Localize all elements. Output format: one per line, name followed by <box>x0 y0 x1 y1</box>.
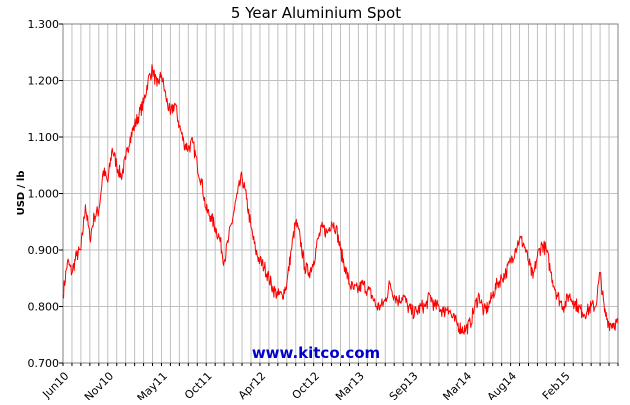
x-tick-label: Sep13 <box>387 369 421 400</box>
x-tick-label: Feb15 <box>540 369 573 400</box>
chart-title: 5 Year Aluminium Spot <box>231 4 401 22</box>
x-tick-label: Mar13 <box>333 369 367 400</box>
y-tick-label: 0.700 <box>28 357 60 370</box>
series-layer <box>62 64 619 335</box>
x-tick-label: Aug14 <box>485 369 519 400</box>
x-tick-label: Nov10 <box>82 369 116 400</box>
grid-lines <box>62 23 619 364</box>
y-axis: 0.700 0.800 0.900 1.000 1.100 1.200 1.300 <box>28 18 63 370</box>
x-tick-label: Oct11 <box>182 369 215 400</box>
y-tick-label: 1.200 <box>28 75 60 88</box>
watermark-text: www.kitco.com <box>252 344 380 362</box>
x-axis: Jun10 Nov10 May11 Oct11 Apr12 Oct12 Mar13 Sep13… <box>39 363 619 405</box>
y-tick-label: 1.100 <box>28 131 60 144</box>
x-tick-label: Apr12 <box>236 369 269 400</box>
x-tick-label: May11 <box>135 369 170 400</box>
x-tick-label: Mar14 <box>440 369 474 400</box>
x-tick-label: Jun10 <box>39 369 71 400</box>
y-tick-label: 0.800 <box>28 301 60 314</box>
series-line <box>62 64 619 335</box>
x-tick-label: Oct12 <box>290 369 323 400</box>
y-tick-label: 1.000 <box>28 188 60 201</box>
y-tick-label: 0.900 <box>28 244 60 257</box>
y-axis-label: USD / lb <box>16 171 27 216</box>
y-tick-label: 1.300 <box>28 18 60 31</box>
